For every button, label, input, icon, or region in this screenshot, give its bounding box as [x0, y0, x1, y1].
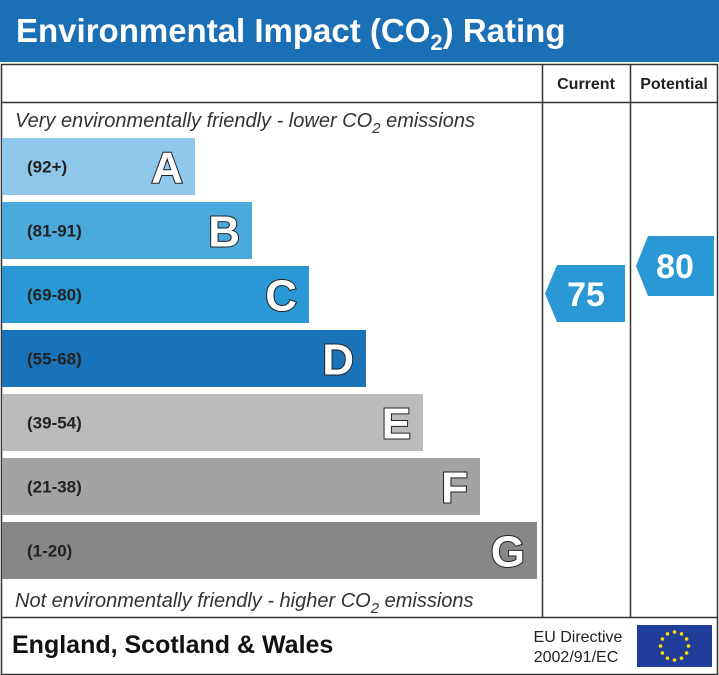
- title: Environmental Impact (CO2) Rating: [16, 12, 565, 55]
- band-range: (55-68): [27, 350, 82, 369]
- eu-star: [658, 644, 663, 648]
- directive-code: 2002/91/EC: [534, 649, 619, 666]
- eu-star: [660, 651, 665, 655]
- band-letter: F: [441, 464, 468, 513]
- current-rating: 75: [567, 276, 605, 314]
- bottom-note: Not environmentally friendly - higher CO…: [15, 590, 474, 617]
- band-range: (39-54): [27, 414, 82, 433]
- eu-star: [679, 632, 684, 636]
- band-range: (1-20): [27, 542, 72, 561]
- band-letter: G: [491, 528, 525, 577]
- directive: EU Directive: [534, 629, 623, 646]
- top-note: Very environmentally friendly - lower CO…: [15, 110, 475, 137]
- eu-star: [686, 644, 691, 648]
- band: [2, 202, 252, 259]
- eu-star: [665, 656, 670, 660]
- eu-star: [679, 656, 684, 660]
- band: [2, 330, 366, 387]
- band-letter: E: [382, 400, 411, 449]
- potential-arrow: [636, 236, 714, 296]
- eu-star: [665, 632, 670, 636]
- band: [2, 138, 195, 195]
- region: England, Scotland & Wales: [12, 631, 333, 659]
- eu-stars: [658, 630, 691, 662]
- eu-star: [660, 637, 665, 641]
- column-header: Current: [557, 76, 615, 93]
- band-letter: A: [151, 144, 183, 193]
- band: [2, 266, 309, 323]
- band-range: (69-80): [27, 286, 82, 305]
- band-range: (92+): [27, 158, 67, 177]
- eu-star: [672, 658, 677, 662]
- band-range: (81-91): [27, 222, 82, 241]
- band: [2, 394, 423, 451]
- current-arrow: [545, 265, 625, 322]
- potential-rating: 80: [656, 248, 694, 286]
- eu-star: [684, 637, 689, 641]
- eu-star: [684, 651, 689, 655]
- band-letter: B: [208, 208, 240, 257]
- band-letter: D: [322, 336, 354, 385]
- band: [2, 522, 537, 579]
- eu-star: [672, 630, 677, 634]
- band-range: (21-38): [27, 478, 82, 497]
- column-header: Potential: [640, 76, 708, 93]
- title-bar: [0, 0, 719, 62]
- band-letter: C: [265, 272, 297, 321]
- band: [2, 458, 480, 515]
